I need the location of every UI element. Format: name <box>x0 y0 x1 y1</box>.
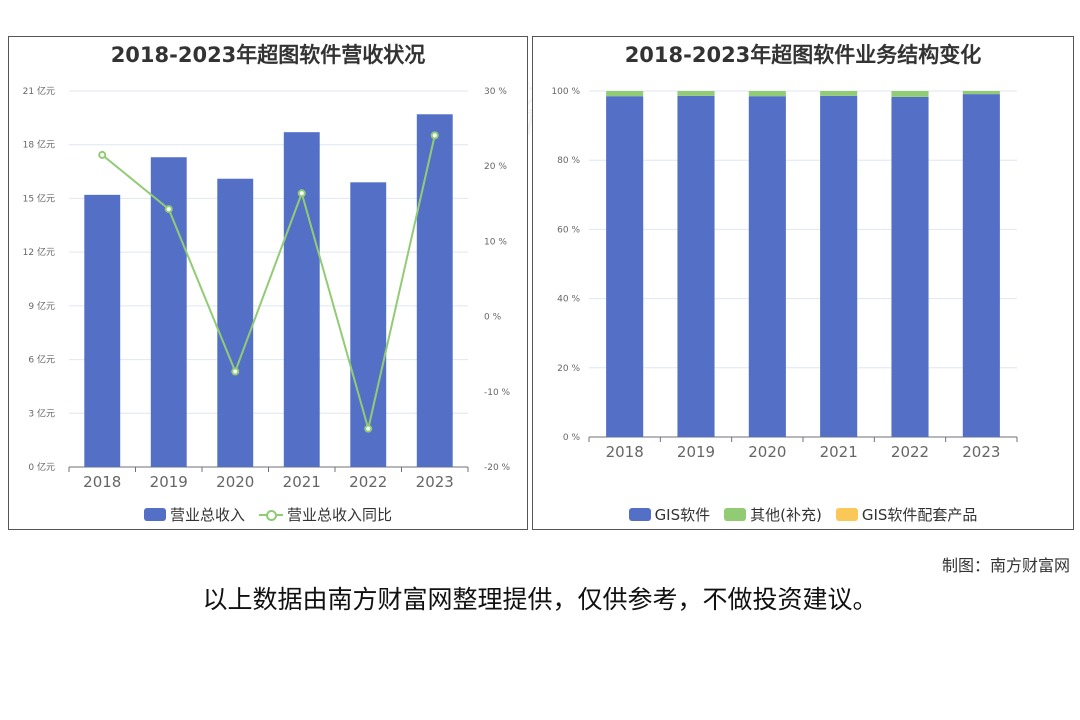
stacked-bar-segment <box>891 96 929 437</box>
bar <box>283 132 320 467</box>
bar <box>84 194 121 467</box>
stacked-bar-segment <box>748 91 786 97</box>
legend-label: GIS软件配套产品 <box>861 506 978 524</box>
chart-legend: GIS软件 其他(补充) GIS软件配套产品 <box>533 504 1073 525</box>
legend-item-yoy[interactable]: 营业总收入同比 <box>259 504 392 525</box>
x-tick-label: 2021 <box>820 443 858 461</box>
stacked-bar-segment <box>962 94 1000 437</box>
y-tick-label: 100 % <box>551 87 580 97</box>
legend-swatch <box>143 508 166 521</box>
y-tick-label: 6 亿元 <box>28 354 55 366</box>
y-tick-label: 21 亿元 <box>23 85 55 97</box>
y-tick-label: 9 亿元 <box>28 300 55 312</box>
legend-item-gis-products[interactable]: GIS软件配套产品 <box>835 504 978 525</box>
y-tick-label: 3 亿元 <box>28 407 55 419</box>
bar <box>350 182 387 468</box>
legend-swatch <box>835 508 858 521</box>
y-tick-label: 0 % <box>563 433 581 443</box>
yoy-point <box>430 131 439 140</box>
revenue-chart: 0 亿元 3 亿元 6 亿元 9 亿元 12 亿元 15 亿元 18 亿元 21 亿元 -20 … <box>23 85 511 491</box>
legend-item-other[interactable]: 其他(补充) <box>724 504 822 525</box>
legend-label: 营业总收入 <box>169 506 245 524</box>
y-tick-label: 80 % <box>557 156 580 166</box>
yoy-point <box>98 150 107 159</box>
legend-label: 营业总收入同比 <box>287 506 393 524</box>
y-tick-label: 12 亿元 <box>23 246 55 258</box>
yoy-point <box>164 205 173 214</box>
legend-swatch <box>724 508 747 521</box>
y-tick-label: 0 亿元 <box>28 461 55 473</box>
stacked-bar-segment <box>962 91 1000 95</box>
y2-tick-label: 30 % <box>484 87 507 97</box>
chart-title: 2018-2023年超图软件业务结构变化 <box>624 43 982 67</box>
disclaimer-text: 以上数据由南方财富网整理提供，仅供参考，不做投资建议。 <box>202 585 878 614</box>
stacked-bar-segment <box>748 96 786 437</box>
yoy-point <box>231 367 240 376</box>
chart-credit: 制图：南方财富网 <box>941 556 1070 575</box>
x-tick-label: 2018 <box>83 473 121 491</box>
x-tick-label: 2020 <box>748 443 786 461</box>
y-tick-label: 15 亿元 <box>23 192 55 204</box>
chart-legend: 营业总收入 营业总收入同比 <box>9 504 527 525</box>
stacked-bar-segment <box>677 95 715 438</box>
yoy-point <box>364 424 373 433</box>
y2-tick-label: 0 % <box>484 313 502 323</box>
x-tick-label: 2019 <box>150 473 188 491</box>
y2-tick-label: -10 % <box>484 388 511 398</box>
bar <box>150 157 187 467</box>
x-tick-label: 2023 <box>416 473 454 491</box>
y-tick-label: 40 % <box>557 295 580 305</box>
y2-tick-label: 20 % <box>484 162 507 172</box>
chart-title: 2018-2023年超图软件营收状况 <box>110 43 426 67</box>
y-tick-label: 18 亿元 <box>23 139 55 151</box>
x-tick-label: 2020 <box>216 473 254 491</box>
x-tick-label: 2018 <box>606 443 644 461</box>
revenue-chart-panel: 2018-2023年超图软件营收状况 0 亿元 3 亿元 6 亿元 9 亿元 12 亿元… <box>8 36 528 530</box>
x-tick-label: 2023 <box>962 443 1000 461</box>
structure-chart-panel: 2018-2023年超图软件业务结构变化 0 % 20 % 40 % 60 % 80 %… <box>532 36 1074 530</box>
legend-label: 其他(补充) <box>750 506 822 524</box>
bar <box>217 178 254 467</box>
x-tick-label: 2019 <box>677 443 715 461</box>
yoy-point <box>297 189 306 198</box>
bar <box>416 114 453 468</box>
yoy-line <box>101 135 436 429</box>
y2-tick-label: 10 % <box>484 237 507 247</box>
structure-chart: 0 % 20 % 40 % 60 % 80 % 100 % 2018 2019 2020 2021… <box>551 87 1018 461</box>
stacked-bar-segment <box>891 91 929 97</box>
stacked-bar-segment <box>820 91 858 96</box>
legend-item-gis-software[interactable]: GIS软件 <box>628 504 711 525</box>
x-tick-label: 2022 <box>349 473 387 491</box>
legend-item-revenue[interactable]: 营业总收入 <box>143 504 245 525</box>
x-tick-label: 2021 <box>283 473 321 491</box>
legend-swatch <box>628 508 651 521</box>
x-tick-label: 2022 <box>891 443 929 461</box>
stacked-bar-segment <box>606 91 644 97</box>
stacked-bar-segment <box>820 95 858 438</box>
y-tick-label: 60 % <box>557 225 580 235</box>
y2-tick-label: -20 % <box>484 463 511 473</box>
legend-label: GIS软件 <box>654 506 711 524</box>
stacked-bar-segment <box>606 96 644 437</box>
y-tick-label: 20 % <box>557 364 580 374</box>
legend-swatch <box>259 508 283 521</box>
stacked-bar-segment <box>677 91 715 96</box>
